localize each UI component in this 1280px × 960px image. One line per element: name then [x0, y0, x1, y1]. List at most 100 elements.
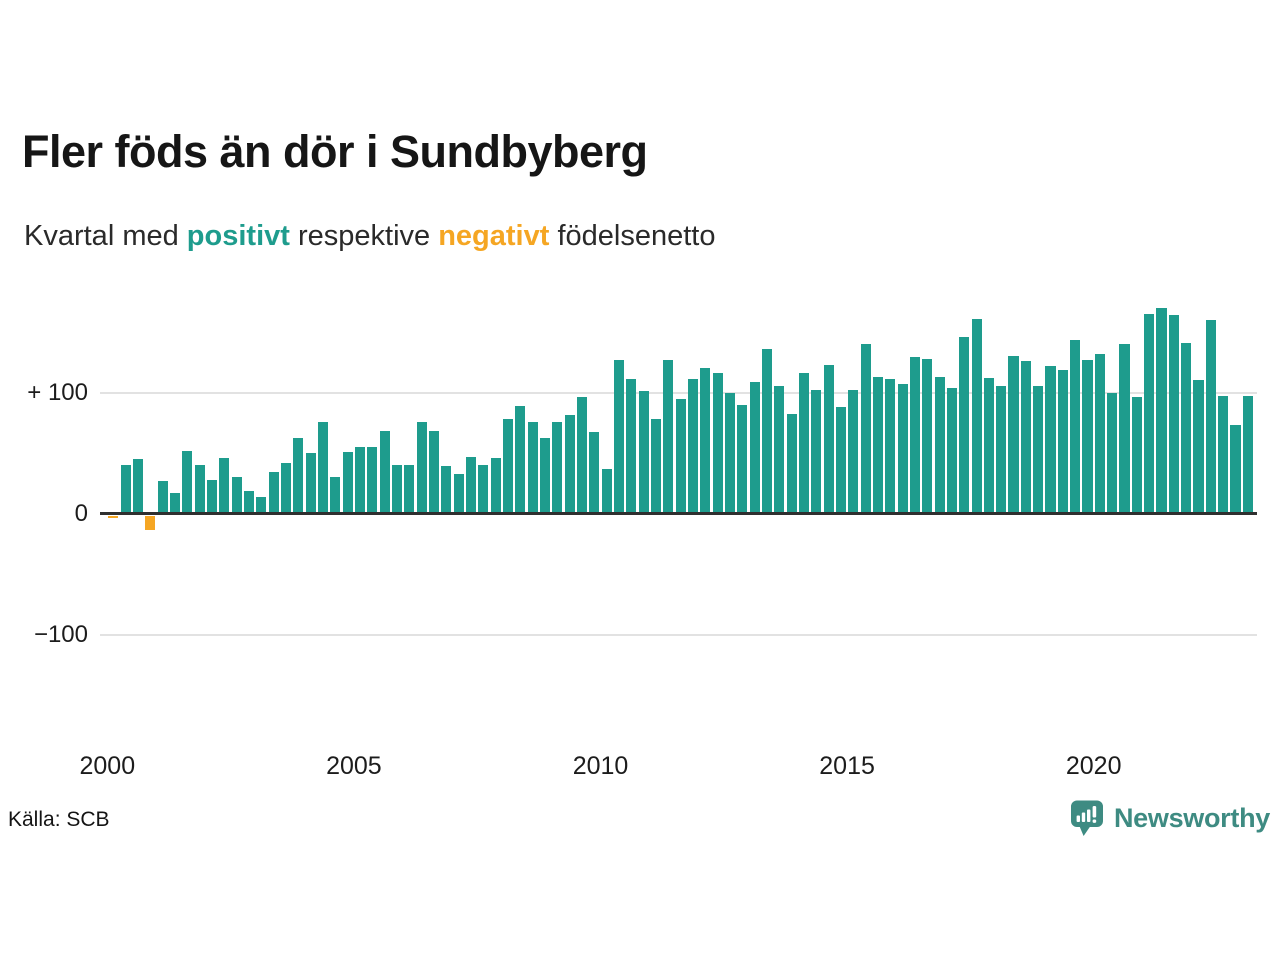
- brand-name: Newsworthy: [1113, 803, 1270, 833]
- bar-2022-Q3: [1218, 396, 1229, 514]
- bar-2017-Q3: [971, 318, 982, 514]
- bar-2017-Q2: [959, 336, 970, 514]
- x-tick-2000: 2000: [79, 752, 136, 780]
- y-tick-100: + 100: [27, 378, 88, 406]
- legend-negative-word: negativt: [438, 220, 550, 252]
- subtitle-text-post: födelsenetto: [549, 220, 716, 252]
- bar-2013-Q3: [774, 386, 785, 514]
- x-tick-2010: 2010: [572, 752, 629, 780]
- bar-2000-Q2: [120, 465, 131, 514]
- bar-2001-Q4: [194, 465, 205, 514]
- bar-2014-Q1: [798, 373, 809, 514]
- bar-2000-Q4: [145, 515, 156, 531]
- x-tick-2005: 2005: [326, 752, 382, 780]
- bar-2002-Q3: [231, 477, 242, 514]
- bar-2000-Q3: [133, 459, 144, 514]
- bar-2018-Q1: [996, 386, 1007, 514]
- bar-2007-Q3: [478, 465, 489, 514]
- bar-2008-Q4: [539, 438, 551, 514]
- bar-2016-Q2: [909, 357, 920, 514]
- bar-2018-Q4: [1033, 386, 1044, 514]
- bar-2020-Q1: [1094, 353, 1105, 514]
- bar-2016-Q1: [897, 384, 908, 514]
- bar-2004-Q2: [318, 421, 329, 514]
- bar-2015-Q2: [860, 344, 871, 514]
- chart-title: Fler föds än dör i Sundbyberg: [22, 126, 648, 177]
- bar-2019-Q3: [1070, 340, 1081, 514]
- legend-positive-word: positivt: [186, 220, 290, 252]
- bar-2008-Q1: [502, 419, 514, 514]
- bar-2015-Q3: [872, 376, 883, 514]
- bar-2012-Q1: [700, 368, 711, 514]
- bar-2006-Q2: [416, 421, 427, 514]
- bar-2011-Q2: [663, 359, 674, 514]
- bar-2015-Q4: [885, 379, 896, 514]
- bar-2006-Q4: [441, 466, 452, 514]
- y-tick--100: −100: [33, 620, 88, 648]
- bar-2001-Q3: [182, 450, 193, 514]
- gridline-100: [100, 391, 1257, 394]
- bar-2022-Q2: [1205, 319, 1216, 514]
- bar-2021-Q4: [1181, 342, 1192, 514]
- bar-2019-Q2: [1057, 369, 1068, 514]
- bar-2006-Q3: [428, 431, 440, 514]
- bar-2007-Q2: [465, 456, 477, 514]
- bar-2013-Q1: [749, 381, 760, 514]
- chart-subtitle: Kvartal med positivt respektive negativt…: [24, 220, 715, 253]
- bar-2011-Q3: [675, 398, 686, 514]
- bar-2003-Q1: [256, 496, 267, 514]
- bar-2010-Q3: [626, 379, 637, 514]
- bar-2004-Q4: [342, 451, 353, 514]
- bar-2022-Q1: [1193, 380, 1204, 514]
- bar-2008-Q3: [527, 421, 538, 514]
- bar-2007-Q1: [453, 473, 464, 514]
- bar-2010-Q4: [638, 391, 649, 514]
- bar-2004-Q3: [330, 477, 341, 514]
- bar-2020-Q2: [1107, 392, 1118, 514]
- bar-2009-Q4: [589, 432, 600, 514]
- bar-2017-Q4: [983, 377, 994, 514]
- bar-2006-Q1: [404, 465, 415, 514]
- bar-2018-Q2: [1008, 356, 1019, 514]
- bar-2009-Q3: [576, 397, 588, 514]
- bar-2012-Q4: [737, 404, 748, 514]
- bar-2013-Q2: [761, 348, 772, 514]
- gridline--100: [100, 633, 1257, 636]
- bar-2016-Q4: [934, 376, 945, 514]
- bar-2014-Q2: [811, 390, 822, 514]
- bar-2020-Q3: [1119, 344, 1130, 514]
- bar-2003-Q3: [281, 462, 292, 514]
- bar-2018-Q3: [1020, 361, 1031, 514]
- bar-2014-Q3: [823, 364, 834, 514]
- bar-2008-Q2: [515, 405, 526, 514]
- source-label: Källa: SCB: [8, 808, 110, 831]
- bar-2016-Q3: [922, 358, 933, 514]
- bar-2011-Q1: [650, 419, 661, 514]
- bar-2007-Q4: [490, 457, 501, 514]
- bar-2021-Q3: [1168, 315, 1179, 514]
- subtitle-text-pre: Kvartal med: [24, 220, 187, 252]
- bar-2012-Q2: [712, 373, 723, 514]
- bar-2021-Q1: [1144, 313, 1155, 514]
- bar-2002-Q4: [244, 490, 255, 514]
- bar-2011-Q4: [687, 379, 698, 514]
- bar-2019-Q4: [1082, 359, 1093, 514]
- bar-2002-Q1: [207, 479, 218, 514]
- bar-2005-Q2: [367, 446, 378, 514]
- bar-2012-Q3: [724, 392, 735, 514]
- bar-2001-Q1: [157, 480, 168, 514]
- bar-2010-Q1: [601, 468, 612, 514]
- bar-2023-Q1: [1242, 396, 1253, 514]
- bar-2004-Q1: [305, 453, 316, 514]
- bar-2005-Q4: [391, 465, 403, 514]
- bar-2015-Q1: [848, 390, 859, 514]
- bar-2019-Q1: [1045, 365, 1056, 514]
- bar-2003-Q4: [293, 438, 304, 514]
- bar-2000-Q1: [108, 515, 119, 518]
- bar-2014-Q4: [835, 407, 846, 514]
- bar-2009-Q1: [552, 421, 563, 514]
- bar-2022-Q4: [1230, 425, 1241, 514]
- bar-2005-Q1: [355, 446, 366, 514]
